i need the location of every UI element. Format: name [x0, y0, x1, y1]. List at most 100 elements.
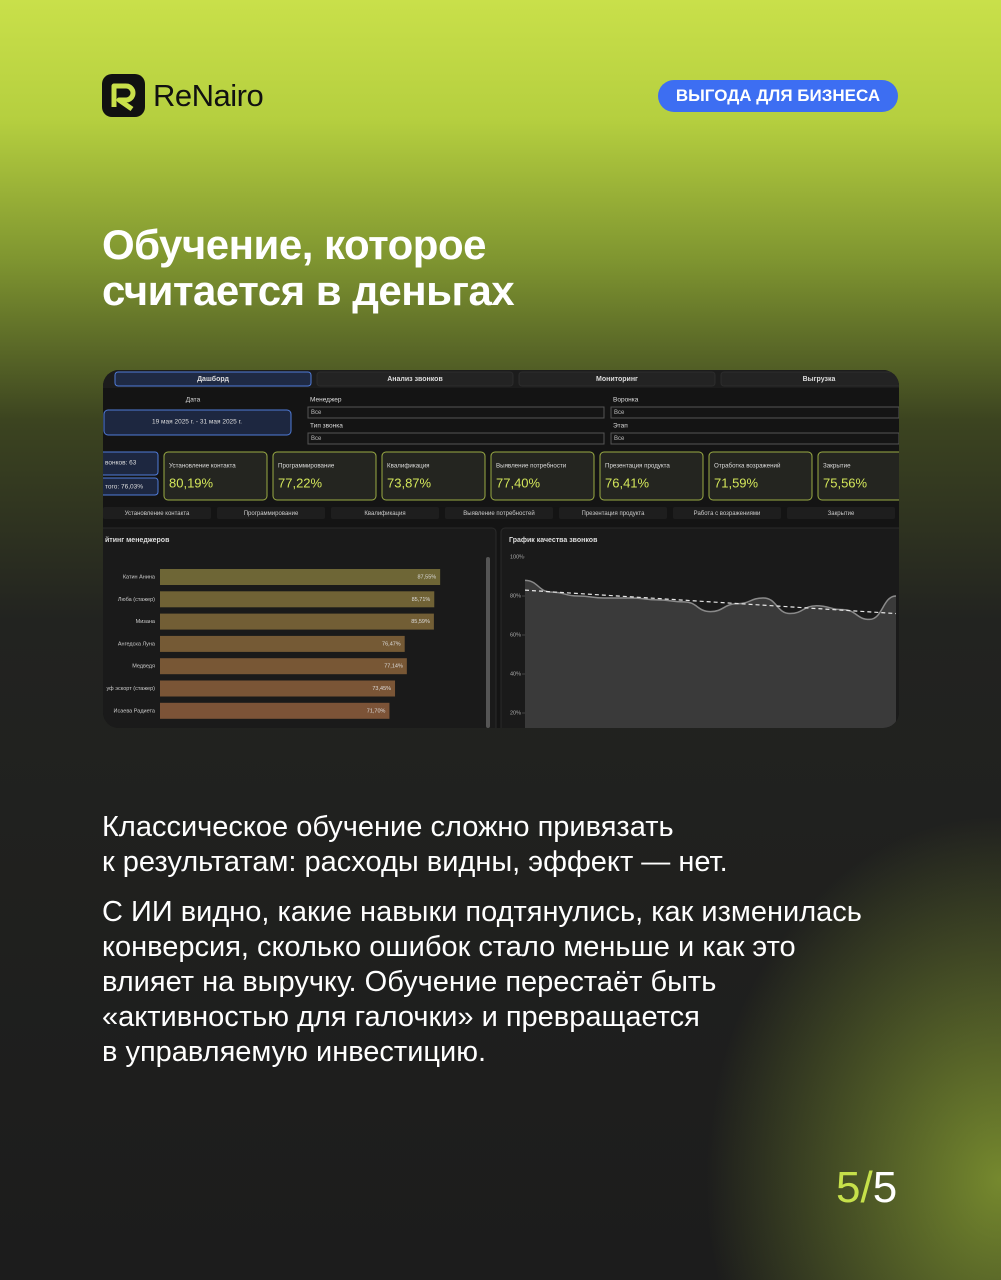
stage-label: Презентация продукта	[582, 511, 646, 517]
paragraph-line: «активностью для галочки» и превращается	[102, 1001, 700, 1033]
y-tick-label: 20%	[510, 710, 521, 716]
tab-label: Дашборд	[197, 375, 229, 383]
stage-tab	[787, 507, 895, 519]
paragraph-line: в управляемую инвестицию.	[102, 1036, 487, 1068]
manager-name: Ангедска Луна	[118, 641, 156, 647]
page-number: 5/5	[836, 1163, 897, 1213]
quality-line	[524, 579, 897, 621]
logo: ReNairo	[102, 74, 264, 117]
tab	[518, 371, 716, 387]
date-box	[103, 409, 292, 436]
bar-value-label: 76,47%	[382, 641, 401, 647]
stage-tab	[445, 507, 553, 519]
paragraph-line: конверсия, сколько ошибок стало меньше и…	[102, 931, 796, 963]
metric-card	[381, 451, 486, 501]
metric-card	[817, 451, 899, 501]
panel-title: График качества звонков	[509, 537, 598, 544]
stage-label: Программирование	[244, 511, 299, 517]
bar-value-label: 85,71%	[412, 597, 431, 603]
title-line: считается в деньгах	[102, 267, 515, 314]
metric-card	[599, 451, 704, 501]
metric-value: 77,40%	[496, 475, 541, 490]
y-tick-label: 80%	[510, 593, 521, 599]
tab	[720, 371, 899, 387]
paragraph: С ИИ видно, какие навыки подтянулись, ка…	[102, 895, 862, 1070]
bar	[160, 613, 434, 630]
summary-text: вонков: 63	[105, 460, 137, 467]
filter-label: Воронка	[613, 397, 639, 404]
stage-tab	[103, 507, 211, 519]
tab-label: Выгрузка	[803, 376, 836, 383]
manager-name: уф эскорт (стажер)	[106, 686, 155, 692]
stage-label: Закрытие	[828, 511, 855, 517]
page-total: 5	[872, 1163, 898, 1212]
metric-label: Закрытие	[823, 463, 851, 470]
select-box	[307, 406, 605, 419]
logo-icon	[102, 74, 145, 117]
logo-text: ReNairo	[153, 77, 264, 113]
bar	[160, 680, 396, 697]
body-text: Классическое обучение сложно привязать к …	[102, 810, 862, 1085]
dashboard-screenshot: Дашборд Анализ звонков Мониторинг Выгрузка Д…	[103, 370, 899, 728]
page-separator: /	[860, 1163, 873, 1212]
bar-value-label: 85,59%	[411, 619, 430, 625]
metric-card	[490, 451, 595, 501]
metric-label: Установление контакта	[169, 463, 236, 470]
metric-card	[708, 451, 813, 501]
bar-value-label: 73,45%	[372, 686, 391, 692]
filter-label: Менеджер	[310, 397, 342, 404]
stage-label: Установление контакта	[125, 511, 190, 517]
filter-label: Дата	[186, 397, 201, 404]
bar	[160, 658, 407, 675]
metric-card	[272, 451, 377, 501]
select-box	[307, 432, 605, 445]
manager-name: Медведя	[132, 664, 155, 670]
stage-tab	[559, 507, 667, 519]
paragraph-line: С ИИ видно, какие навыки подтянулись, ка…	[102, 896, 862, 928]
metric-value: 77,22%	[278, 475, 323, 490]
metric-label: Презентация продукта	[605, 463, 670, 470]
select-value: Все	[311, 436, 322, 442]
tab	[316, 371, 514, 387]
filter-label: Тип звонка	[310, 423, 343, 430]
paragraph-line: к результатам: расходы видны, эффект — н…	[102, 846, 728, 878]
metric-label: Программирование	[278, 463, 335, 470]
bar-value-label: 87,55%	[418, 574, 437, 580]
dashboard: Дашборд Анализ звонков Мониторинг Выгрузка Д…	[103, 370, 899, 728]
metric-card	[163, 451, 268, 501]
manager-name: Исаева Радиета	[114, 708, 156, 714]
scrollbar	[486, 557, 490, 728]
metric-label: Квалификация	[387, 463, 430, 470]
badge: ВЫГОДА ДЛЯ БИЗНЕСА	[658, 80, 898, 112]
y-tick-label: 40%	[510, 671, 521, 677]
select-box	[610, 406, 899, 419]
metric-label: Выявление потребности	[496, 463, 567, 470]
metric-value: 71,59%	[714, 475, 759, 490]
stage-tab	[217, 507, 325, 519]
bar-value-label: 71,70%	[367, 708, 386, 714]
summary-box	[103, 477, 159, 496]
paragraph-line: Классическое обучение сложно привязать	[102, 811, 674, 843]
stage-label: Квалификация	[364, 511, 405, 517]
panel-title: йтинг менеджеров	[105, 536, 170, 544]
select-value: Все	[614, 436, 625, 442]
tab-label: Мониторинг	[596, 376, 638, 383]
summary-text: того: 76,03%	[105, 484, 143, 491]
metric-value: 73,87%	[387, 475, 432, 490]
select-value: Все	[311, 410, 322, 416]
tab	[114, 371, 312, 387]
metric-label: Отработка возражений	[714, 463, 781, 470]
select-box	[610, 432, 899, 445]
stage-label: Работа с возражениями	[694, 511, 761, 517]
metric-value: 80,19%	[169, 475, 214, 490]
summary-box	[103, 451, 159, 476]
quality-area	[525, 580, 896, 728]
paragraph-line: влияет на выручку. Обучение перестаёт бы…	[102, 966, 717, 998]
filter-label: Этап	[613, 423, 628, 430]
paragraph: Классическое обучение сложно привязать к …	[102, 810, 862, 880]
stage-tab	[673, 507, 781, 519]
stage-tab	[331, 507, 439, 519]
trend-line	[524, 589, 897, 615]
bar	[160, 702, 390, 719]
